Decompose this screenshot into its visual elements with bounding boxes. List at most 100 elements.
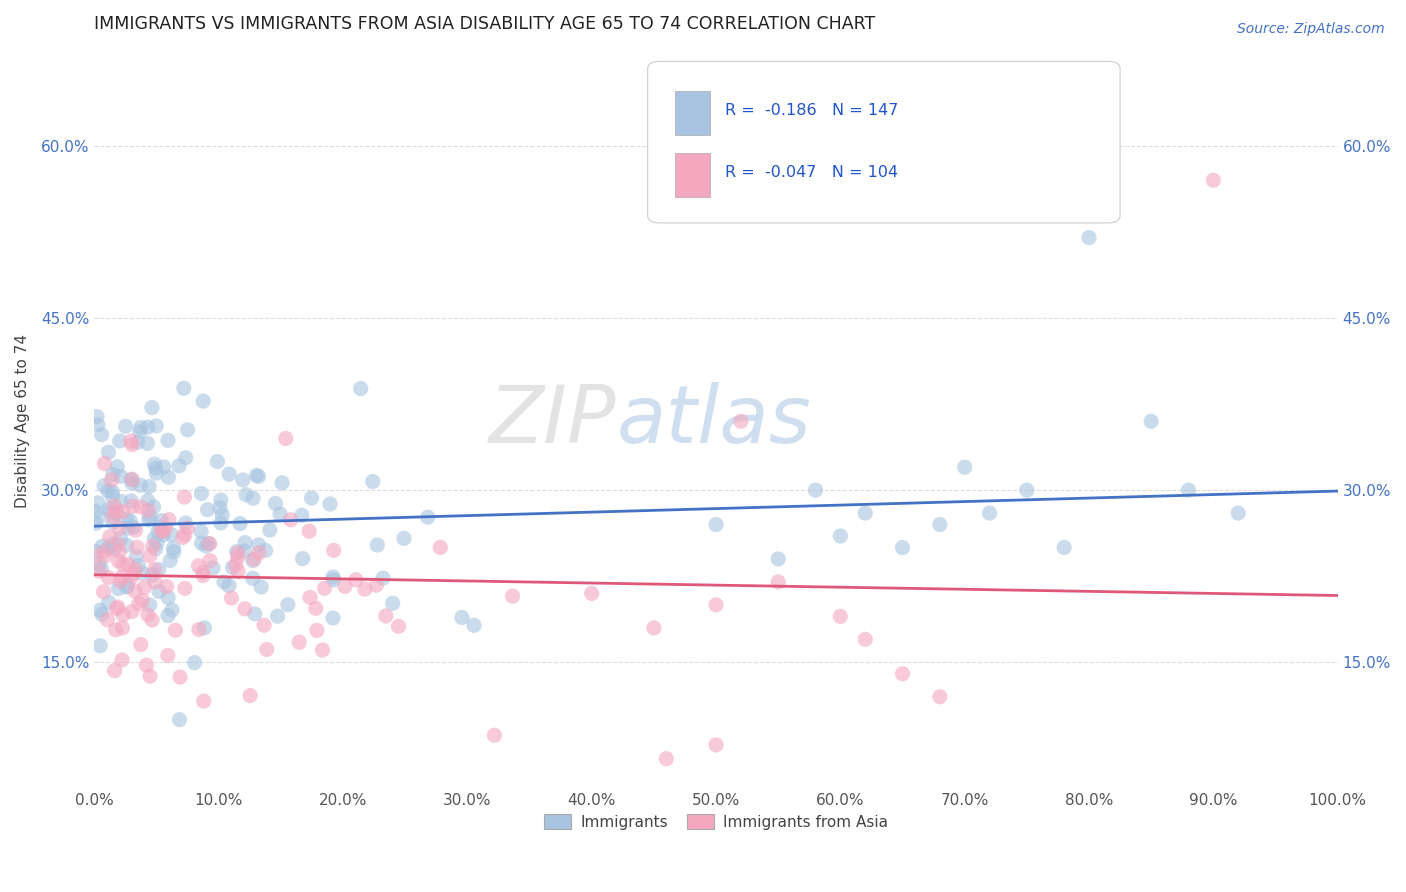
Point: [291, 551, 314, 566]
Point: [110, 494, 132, 508]
Point: [134, 580, 156, 594]
Point: [643, 621, 665, 635]
Point: [141, 568, 163, 582]
Text: atlas: atlas: [617, 383, 811, 460]
Point: [247, 469, 270, 483]
Point: [93, 479, 115, 493]
Point: [484, 728, 506, 742]
Point: [173, 381, 195, 395]
Point: [209, 493, 232, 508]
Point: [105, 459, 128, 474]
Point: [143, 563, 166, 577]
Point: [259, 523, 281, 537]
Point: [269, 507, 291, 521]
Point: [176, 521, 198, 535]
Point: [87, 510, 110, 524]
Point: [160, 603, 183, 617]
Point: [114, 419, 136, 434]
Point: [392, 532, 415, 546]
Point: [98, 501, 121, 516]
Point: [928, 517, 950, 532]
Point: [156, 648, 179, 663]
Point: [226, 550, 249, 565]
Point: [853, 632, 876, 647]
Point: [138, 480, 160, 494]
Point: [280, 513, 302, 527]
Point: [891, 541, 914, 555]
Legend: Immigrants, Immigrants from Asia: Immigrants, Immigrants from Asia: [538, 808, 894, 836]
Point: [138, 513, 160, 527]
Point: [190, 524, 212, 539]
Point: [108, 545, 131, 559]
Point: [121, 437, 143, 451]
Point: [195, 539, 218, 553]
Point: [1202, 173, 1225, 187]
Point: [191, 568, 214, 582]
Point: [266, 609, 288, 624]
Point: [381, 596, 404, 610]
Point: [366, 578, 388, 592]
Point: [197, 502, 219, 516]
Point: [124, 562, 146, 576]
Point: [131, 593, 153, 607]
Point: [187, 623, 209, 637]
Point: [233, 535, 256, 549]
Point: [264, 496, 287, 510]
Point: [187, 558, 209, 573]
Point: [148, 584, 170, 599]
Point: [247, 538, 270, 552]
Point: [221, 591, 243, 605]
Point: [247, 546, 270, 560]
Point: [110, 469, 132, 483]
Point: [1078, 230, 1101, 244]
Point: [115, 512, 138, 526]
Point: [830, 609, 852, 624]
Point: [100, 473, 122, 487]
Point: [145, 541, 167, 556]
Point: [112, 607, 135, 622]
Point: [107, 600, 129, 615]
Point: [87, 557, 110, 571]
Point: [143, 574, 166, 589]
Point: [804, 483, 827, 497]
Text: R =  -0.186   N = 147: R = -0.186 N = 147: [724, 103, 898, 118]
Point: [125, 549, 148, 564]
Point: [129, 420, 152, 434]
Point: [89, 603, 111, 617]
Point: [197, 536, 219, 550]
Point: [111, 569, 134, 583]
Point: [107, 582, 129, 596]
Point: [319, 497, 342, 511]
Point: [107, 537, 129, 551]
Point: [225, 558, 247, 572]
Point: [127, 435, 149, 450]
Point: [344, 573, 367, 587]
Point: [117, 579, 139, 593]
Point: [120, 434, 142, 449]
Point: [242, 571, 264, 585]
Text: ZIP: ZIP: [489, 383, 617, 460]
Point: [256, 642, 278, 657]
Point: [87, 417, 110, 432]
Point: [157, 513, 180, 527]
Point: [101, 484, 124, 499]
Point: [104, 623, 127, 637]
Point: [322, 543, 344, 558]
Point: [91, 539, 114, 553]
Text: R =  -0.047   N = 104: R = -0.047 N = 104: [724, 166, 898, 180]
Point: [233, 544, 256, 558]
Point: [97, 541, 120, 555]
Point: [1177, 483, 1199, 497]
Point: [451, 610, 474, 624]
Point: [366, 538, 388, 552]
Point: [174, 582, 197, 596]
Point: [145, 419, 167, 434]
Point: [165, 624, 187, 638]
Point: [1015, 483, 1038, 497]
Point: [704, 598, 727, 612]
Point: [704, 738, 727, 752]
Point: [121, 473, 143, 487]
Point: [250, 580, 273, 594]
Point: [581, 586, 603, 600]
Point: [98, 530, 121, 544]
